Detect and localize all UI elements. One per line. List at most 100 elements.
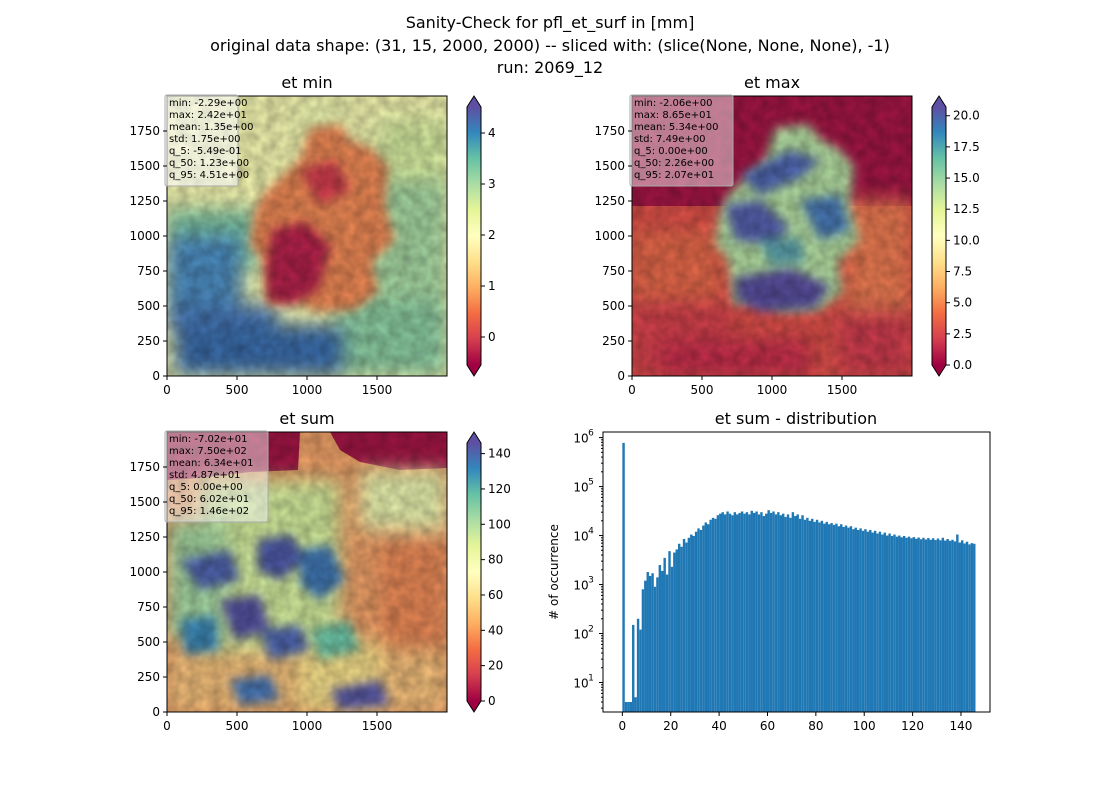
histogram-bar [622,442,625,712]
x-tick-label: 20 [663,719,678,733]
stats-line: q_5: 0.00e+00 [169,482,243,493]
histogram-bar [888,533,891,712]
histogram-bar [685,542,688,712]
x-tick-label: 0 [163,383,171,397]
histogram-bar [653,586,657,712]
y-tick-label: 1250 [129,194,160,208]
histogram-bar [690,534,693,712]
histogram-bar [726,511,729,712]
histogram-bar [641,589,645,712]
histogram-bar [873,530,877,712]
histogram-bar [905,537,908,712]
histogram-bar [900,537,903,712]
histogram-bar [859,528,862,712]
stats-line: q_95: 1.46e+02 [169,506,249,517]
y-tick-exponent: 2 [588,625,594,635]
stats-line: min: -2.29e+00 [169,98,248,109]
histogram-bar [644,580,647,712]
histogram-bar [830,523,833,712]
histogram-bar [634,697,637,712]
x-tick-label: 1000 [757,383,788,397]
figure-title-line-1: Sanity-Check for pfl_et_surf in [mm] [405,13,695,32]
colorbar-tick-label: 20 [488,659,503,673]
histogram-bar [719,513,722,712]
histogram-bar [956,534,959,712]
histogram-bar [791,512,795,712]
histogram-bar [624,702,628,712]
histogram-bar [663,557,666,712]
histogram-bar [837,526,841,712]
histogram-bar [687,537,691,712]
histogram-bar [866,531,870,712]
histogram-bar [808,520,812,712]
histogram-bar [723,514,727,712]
panel-title-et-min: et min [281,73,332,92]
histogram-bar [876,533,879,712]
histogram-bar [931,538,935,712]
histogram-bar [694,531,698,712]
histogram-bar [973,543,976,712]
histogram-bar [639,629,642,712]
histogram-bar [929,539,932,712]
histogram-bar [806,517,809,712]
x-tick-label: 500 [691,383,714,397]
histogram-ylabel: # of occurrence [547,524,561,620]
colorbar-et-min: 0 1 2 3 4 [466,95,496,377]
x-tick-label: 500 [226,719,249,733]
histogram-bar [958,542,961,712]
stats-line: mean: 6.34e+01 [169,458,253,469]
histogram-bar [910,538,913,712]
panel-et-max: et max min: -2.06e+00 [594,73,979,397]
stats-box: min: -7.02e+01 max: 7.50e+02 mean: 6.34e… [164,430,269,523]
histogram-bar [864,529,867,712]
histogram-bar [794,516,797,712]
histogram-bar [765,513,768,712]
histogram-bar [968,544,971,712]
histogram-bar [832,524,836,712]
stats-line: q_50: 6.02e+01 [169,494,249,505]
histogram-bar [827,524,831,712]
colorbar-tick-label: 0.0 [953,358,972,372]
histogram-bar [721,512,724,712]
histogram-bar [951,539,954,712]
histogram-bar [924,539,928,712]
panel-et-min: et min min: -2.29e+00 max: 2.42e+01 [129,73,495,397]
y-tick-label: 1750 [594,124,625,138]
histogram-bar [883,532,886,712]
x-tick-label: 1500 [362,719,393,733]
stats-line: max: 2.42e+01 [169,110,247,121]
stats-line: mean: 1.35e+00 [169,122,253,133]
x-tick-label: 140 [950,719,973,733]
x-tick-label: 0 [163,719,171,733]
stats-line: q_5: 0.00e+00 [634,146,708,157]
y-tick-exponent: 6 [588,429,594,439]
histogram-bar [815,519,819,712]
colorbar-tick-label: 10.0 [953,233,980,247]
heatmap-et-max [632,96,912,376]
x-tick-label: 1000 [292,719,323,733]
histogram-bar [893,534,896,712]
y-tick-label: 10 [573,530,588,544]
histogram-bar [885,535,889,712]
histogram-bar [680,546,683,712]
histogram-bar [779,515,782,712]
histogram-bar [752,512,756,712]
y-tick-label: 250 [137,334,160,348]
histogram-bar [965,541,969,712]
figure-title-line-3: run: 2069_12 [496,58,604,77]
y-tick-label: 10 [573,628,588,642]
histogram-bar [646,572,649,712]
histogram-bar [743,513,746,712]
colorbar-et-max: 0.0 2.5 5.0 7.5 10.0 12.5 15.0 17.5 20.0 [931,95,980,377]
stats-line: std: 4.87e+01 [169,470,241,481]
stats-line: std: 1.75e+00 [169,134,241,145]
y-tick-label: 10 [573,481,588,495]
histogram-bar [702,525,705,712]
colorbar-tick-label: 0 [488,694,496,708]
y-tick-label: 250 [602,334,625,348]
stats-line: std: 7.49e+00 [634,134,706,145]
histogram-bar [948,540,952,712]
stats-line: q_95: 2.07e+01 [634,170,714,181]
histogram-bar [953,541,957,712]
